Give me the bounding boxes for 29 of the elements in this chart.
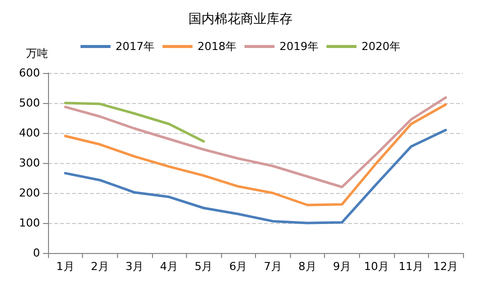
x-tick-label: 11月 [398,260,424,273]
x-tick-label: 5月 [194,260,213,273]
x-tick-label: 7月 [264,260,282,273]
x-tick-label: 6月 [229,260,248,273]
y-tick-label: 200 [19,186,40,200]
chart-title: 国内棉花商业库存 [188,12,292,27]
line-series [64,103,447,206]
y-tick-label: 0 [33,246,40,260]
x-tick-label: 2月 [90,260,109,273]
x-tick-label: 9月 [332,260,351,273]
y-tick-label: 600 [19,66,40,80]
line-series [64,102,205,143]
legend-label: 2017年 [116,40,155,53]
y-axis-title: 万吨 [26,47,48,60]
y-tick-label: 100 [19,216,40,230]
x-tick-label: 4月 [160,260,178,273]
legend-label: 2018年 [198,40,237,53]
legend-label: 2020年 [361,40,400,53]
x-tick-label: 1月 [56,260,74,273]
x-tick-label: 8月 [298,260,316,273]
x-tick-label: 3月 [125,260,144,273]
x-tick-label: 12月 [433,260,458,273]
line-series [64,128,447,224]
y-tick-label: 400 [19,126,40,140]
line-series [64,96,447,188]
y-tick-label: 300 [19,156,40,170]
x-tick-label: 10月 [364,260,390,273]
y-tick-label: 500 [19,96,40,110]
legend-label: 2019年 [280,40,318,53]
